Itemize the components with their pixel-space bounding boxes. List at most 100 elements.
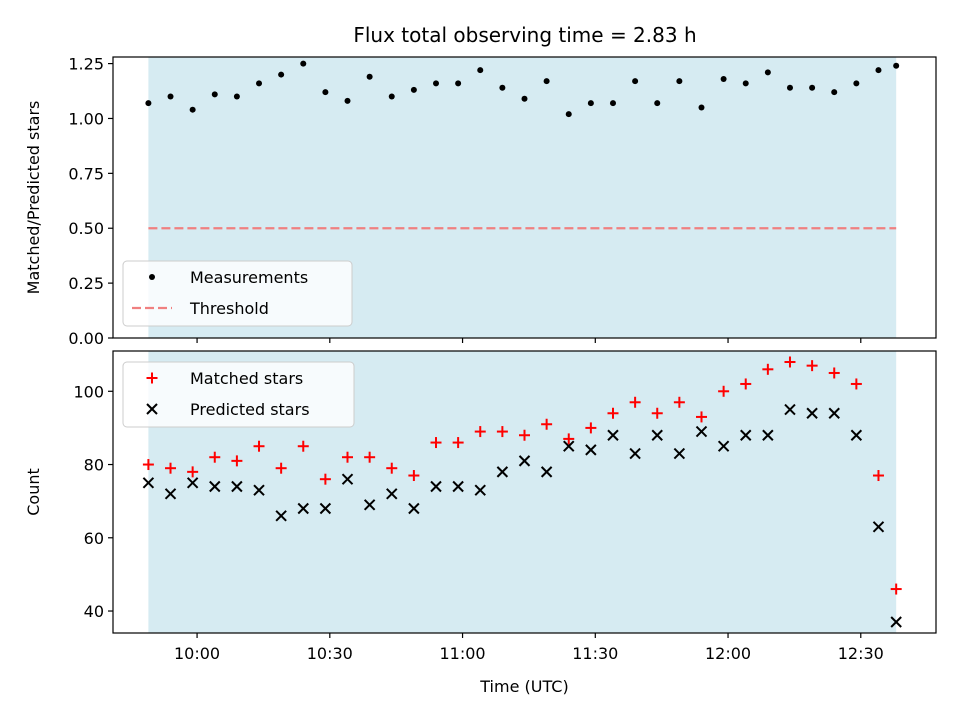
ratio-measurement-point (654, 100, 661, 107)
count-predicted-point (231, 480, 243, 493)
count-predicted-point (695, 425, 708, 438)
count-legend-matched-marker (146, 372, 158, 384)
ratio-axes-frame (112, 56, 937, 339)
ratio-y-tick-label: 1.00 (68, 109, 104, 128)
count-predicted-point (319, 502, 332, 515)
count-predicted-point (142, 477, 155, 489)
count-predicted-point (673, 447, 686, 460)
ratio-measurement-point (720, 75, 727, 82)
count-matched-point (319, 473, 331, 485)
count-matched-point (607, 407, 619, 419)
count-predicted-point (186, 477, 199, 489)
ratio-y-tick-label: 0.25 (68, 274, 104, 293)
ratio-measurement-point (189, 106, 196, 113)
ratio-measurement-point (875, 67, 882, 74)
count-predicted-point (363, 499, 376, 511)
ratio-legend-box (122, 260, 353, 327)
chart-title: Flux total observing time = 2.83 h (353, 23, 696, 47)
count-predicted-point (253, 484, 265, 496)
count-predicted-point (386, 488, 398, 500)
count-predicted-point (717, 440, 730, 452)
ratio-measurement-point (698, 104, 705, 111)
count-predicted-point (740, 429, 752, 441)
ratio-measurement-point (632, 78, 639, 85)
ratio-measurement-point (433, 80, 440, 87)
ratio-measurement-point (145, 100, 152, 107)
count-matched-point (342, 451, 354, 463)
ratio-legend-label: Measurements (190, 268, 308, 287)
count-matched-point (165, 462, 177, 474)
ratio-measurement-point (256, 80, 263, 87)
count-panel: 40 60 80 100 10:00 10:30 11:00 11:30 12:00 12:30 C… (24, 350, 937, 696)
ratio-measurement-point (893, 62, 900, 69)
count-predicted-point (872, 521, 885, 533)
count-predicted-point (341, 473, 354, 485)
ratio-measurement-point (322, 89, 329, 96)
count-predicted-point (452, 480, 464, 493)
ratio-measurement-point (344, 97, 351, 104)
ratio-measurement-point (565, 111, 572, 118)
count-predicted-point (585, 444, 597, 456)
count-predicted-point (408, 502, 420, 515)
count-matched-point (275, 462, 287, 474)
ratio-measurement-point (211, 91, 218, 98)
count-matched-point (673, 396, 685, 408)
ratio-measurement-point (809, 84, 816, 91)
count-legend-box (122, 361, 355, 428)
count-predicted-point (275, 510, 287, 522)
count-matched-point (828, 367, 840, 379)
count-matched-point (231, 455, 243, 467)
count-matched-point (784, 356, 796, 368)
ratio-measurement-point (278, 71, 285, 78)
ratio-measurement-point (233, 93, 240, 100)
count-legend-label: Predicted stars (190, 400, 310, 419)
count-matched-point (718, 385, 730, 397)
count-matched-point (386, 462, 398, 474)
count-matched-point (364, 451, 376, 463)
count-predicted-point (474, 484, 486, 496)
ratio-measurement-point (543, 78, 550, 85)
count-matched-point (452, 437, 464, 449)
count-matched-point (253, 440, 265, 452)
count-matched-point (585, 422, 597, 434)
count-predicted-point (850, 429, 863, 441)
count-predicted-point (806, 407, 818, 419)
count-x-tick-label: 12:00 (705, 644, 751, 663)
count-y-tick-label: 100 (73, 382, 104, 401)
count-matched-point (806, 360, 818, 372)
count-matched-point (762, 363, 774, 375)
count-predicted-point (563, 440, 575, 452)
ratio-measurement-point (521, 95, 528, 102)
ratio-measurement-point (410, 86, 417, 93)
count-matched-point (209, 451, 221, 463)
count-matched-point (496, 426, 508, 438)
count-matched-point (541, 418, 553, 430)
ratio-measurement-point (477, 67, 484, 74)
count-x-tick-label: 11:30 (572, 644, 618, 663)
count-x-axis-label: Time (UTC) (479, 677, 568, 696)
count-matched-point (651, 407, 663, 419)
count-predicted-point (164, 488, 177, 500)
count-matched-point (872, 470, 884, 482)
count-matched-point (740, 378, 752, 390)
count-matched-point (408, 470, 420, 482)
ratio-y-tick-label: 0.00 (68, 329, 104, 348)
count-predicted-point (629, 447, 641, 460)
ratio-legend-measurement-marker (149, 274, 155, 280)
ratio-measurement-point (300, 60, 307, 67)
ratio-measurement-point (609, 100, 616, 107)
count-predicted-point (784, 403, 796, 416)
ratio-legend: Measurements Threshold (122, 260, 353, 327)
count-predicted-point (607, 429, 619, 441)
count-x-tick-label: 10:30 (307, 644, 353, 663)
count-matched-point (430, 437, 442, 449)
count-predicted-point (518, 455, 531, 467)
ratio-measurement-point (455, 80, 462, 87)
ratio-y-tick-label: 1.25 (68, 55, 104, 74)
ratio-measurement-point (831, 89, 838, 96)
count-x-tick-label: 12:30 (838, 644, 884, 663)
ratio-y-tick-label: 0.75 (68, 164, 104, 183)
count-predicted-point (762, 429, 774, 441)
count-matched-point (142, 459, 154, 471)
